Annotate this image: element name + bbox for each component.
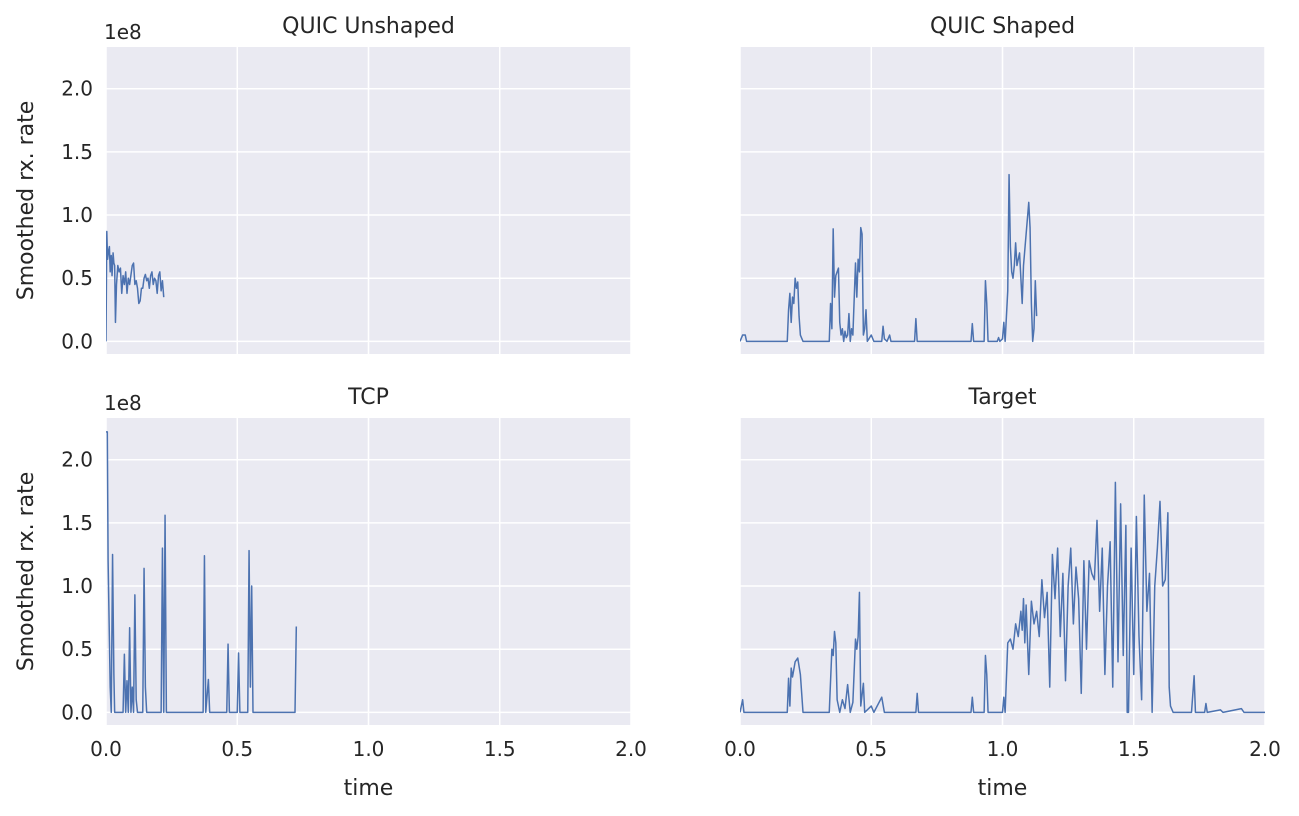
y-tick-label: 0.5 — [61, 637, 93, 661]
x-tick-label: 1.5 — [1118, 737, 1150, 761]
data-line — [106, 431, 298, 714]
y-tick-label: 1.0 — [61, 574, 93, 598]
x-axis-label: time — [978, 776, 1028, 801]
offset-text: 1e8 — [104, 391, 142, 415]
y-tick-label: 0.0 — [61, 700, 93, 724]
y-axis-label: Smoothed rx. rate — [14, 472, 39, 672]
x-tick-label: 2.0 — [615, 737, 647, 761]
subplot-title: QUIC Shaped — [930, 14, 1075, 39]
data-line — [106, 230, 165, 342]
x-tick-label: 0.5 — [855, 737, 887, 761]
y-tick-label: 2.0 — [61, 77, 93, 101]
x-axis-label: time — [344, 776, 394, 801]
x-tick-label: 0.0 — [724, 737, 756, 761]
subplot-title: QUIC Unshaped — [282, 14, 455, 39]
y-tick-label: 0.5 — [61, 266, 93, 290]
y-tick-label: 2.0 — [61, 448, 93, 472]
offset-text: 1e8 — [104, 20, 142, 44]
x-tick-label: 1.0 — [353, 737, 385, 761]
y-axis-label: Smoothed rx. rate — [14, 101, 39, 301]
x-tick-label: 0.0 — [90, 737, 122, 761]
data-line — [740, 173, 1038, 343]
y-tick-label: 1.5 — [61, 511, 93, 535]
subplot-title: Target — [967, 385, 1036, 410]
y-tick-label: 0.0 — [61, 329, 93, 353]
y-tick-label: 1.0 — [61, 203, 93, 227]
y-tick-label: 1.5 — [61, 140, 93, 164]
data-line — [740, 481, 1265, 714]
subplot-title: TCP — [347, 385, 389, 410]
x-tick-label: 0.5 — [221, 737, 253, 761]
x-tick-label: 2.0 — [1249, 737, 1281, 761]
x-tick-label: 1.0 — [987, 737, 1019, 761]
x-tick-label: 1.5 — [484, 737, 516, 761]
